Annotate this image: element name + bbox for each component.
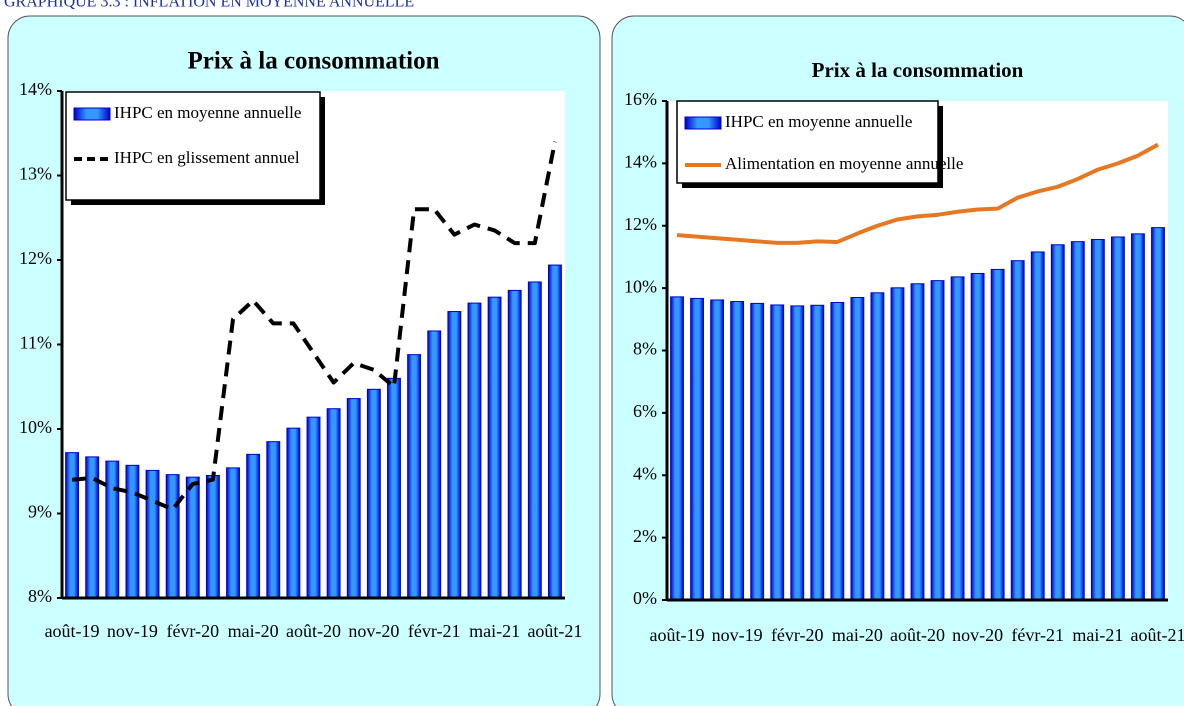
bar [286,427,301,599]
legend-label: IHPC en moyenne annuelle [725,112,912,131]
bar [930,280,945,601]
x-tick-label: nov-20 [952,625,1003,645]
y-tick-label: 16% [624,89,657,109]
bar [346,398,361,599]
bar [427,330,442,599]
x-tick-label: nov-19 [107,621,158,641]
y-tick-label: 4% [633,463,657,483]
x-tick-label: août-20 [890,625,945,645]
bar [710,299,725,601]
x-tick-label: août-21 [1130,625,1184,645]
x-tick-label: août-20 [286,621,341,641]
x-tick-label: févr-20 [166,621,219,641]
bar [246,453,261,599]
bar [185,476,200,599]
bar [366,388,381,599]
bar [487,296,502,599]
bar [1010,260,1025,601]
bar [467,302,482,599]
line-series [676,142,1159,245]
bar [1131,233,1145,601]
bar [890,287,905,601]
x-tick-label: août-19 [650,625,705,645]
y-tick-label: 11% [20,333,52,353]
bar [1050,244,1065,601]
bar [65,452,79,599]
y-tick-label: 12% [19,248,52,268]
y-tick-label: 2% [633,526,657,546]
bar [730,301,745,601]
x-tick-label: févr-21 [408,621,461,641]
bar [548,264,562,599]
legend-label: IHPC en moyenne annuelle [114,103,301,122]
bar [830,301,845,601]
bar [870,292,885,601]
bar [850,296,865,601]
legend [676,100,939,184]
x-tick-label: mai-20 [228,621,279,641]
bar [670,296,684,601]
bar [910,283,925,601]
bar [226,467,240,599]
bar [205,474,220,599]
x-tick-label: févr-20 [771,625,824,645]
chart-title: Prix à la consommation [187,48,439,75]
bar [306,416,321,599]
bar [447,311,462,599]
x-tick-label: févr-21 [1011,625,1064,645]
bar [266,441,281,599]
x-tick-label: août-21 [527,621,582,641]
bar [1070,241,1085,601]
legend-swatch [73,107,111,121]
bar [105,460,120,599]
x-tick-label: nov-20 [348,621,399,641]
y-tick-label: 14% [624,152,657,172]
y-tick-label: 12% [624,214,657,234]
y-tick-label: 10% [19,417,52,437]
bar [690,297,704,601]
page-heading: GRAPHIQUE 3.3 : INFLATION EN MOYENNE ANN… [4,0,414,11]
y-tick-label: 8% [633,339,657,359]
y-tick-label: 6% [633,401,657,421]
bar [125,464,140,599]
bar [970,272,985,601]
bar [1090,238,1105,601]
bar [1030,251,1045,601]
bar [1151,227,1165,601]
bar [165,474,180,599]
bar [950,276,965,601]
line-series [71,141,557,512]
bar [770,304,785,601]
y-tick-label: 10% [624,276,657,296]
bar [387,377,401,599]
bar [407,354,422,599]
bar [145,469,160,599]
bar [810,304,825,601]
y-tick-label: 8% [28,586,52,606]
x-tick-label: mai-21 [1072,625,1123,645]
chart-title: Prix à la consommation [812,58,1024,82]
x-tick-label: mai-20 [832,625,883,645]
bar [790,305,805,601]
bar [326,408,341,599]
bar [1110,236,1125,601]
bar [507,289,522,599]
legend-label: IHPC en glissement annuel [114,148,300,167]
y-tick-label: 9% [28,502,52,522]
y-tick-label: 13% [19,164,52,184]
y-tick-label: 0% [633,588,657,608]
y-tick-label: 14% [19,79,52,99]
bar [750,302,765,601]
legend-label: Alimentation en moyenne annuelle [725,154,963,173]
bar [527,281,542,599]
x-tick-label: nov-19 [712,625,763,645]
legend-swatch [684,116,722,130]
bar [990,268,1005,601]
x-tick-label: août-19 [45,621,100,641]
x-tick-label: mai-21 [469,621,520,641]
